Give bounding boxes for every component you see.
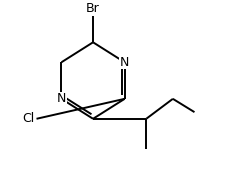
Text: Cl: Cl xyxy=(22,112,35,125)
Text: Br: Br xyxy=(86,2,99,15)
Text: N: N xyxy=(119,56,129,69)
Text: N: N xyxy=(56,92,66,105)
